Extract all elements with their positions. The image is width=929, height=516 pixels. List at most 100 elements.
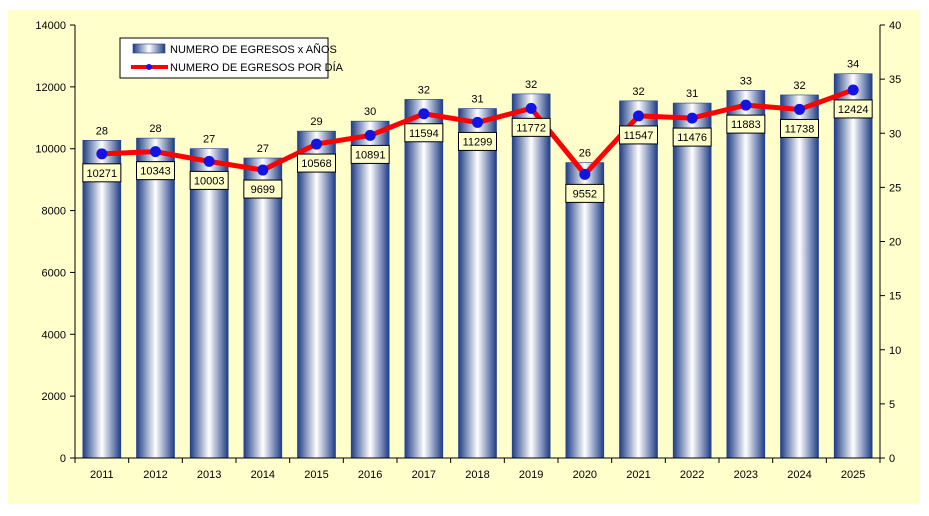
- bar-2017: [404, 99, 444, 459]
- y-right-tick-label: 5: [889, 399, 895, 411]
- bar-value-label-2018: 11299: [463, 136, 493, 148]
- line-marker-2011: [96, 148, 108, 160]
- bar-series: [82, 73, 873, 459]
- y-left-tick-label: 0: [60, 453, 66, 465]
- bar-value-box-2025: [833, 99, 873, 119]
- line-marker-2014: [257, 164, 269, 176]
- bar-value-box-2012: [136, 161, 175, 181]
- bar-2018: [458, 108, 497, 459]
- bar-2023: [726, 90, 766, 459]
- bar-2025: [833, 73, 873, 459]
- line-value-label-2015: 29: [310, 116, 322, 128]
- x-tick-label-2017: 2017: [412, 469, 436, 481]
- x-tick-label-2019: 2019: [519, 469, 543, 481]
- bar-value-box-2016: [350, 144, 390, 164]
- bar-2013: [189, 148, 229, 459]
- x-tick-label-2020: 2020: [573, 469, 597, 481]
- line-value-label-2013: 27: [203, 134, 215, 146]
- line-value-label-2022: 31: [686, 88, 698, 100]
- line-value-label-2025: 34: [847, 59, 859, 71]
- line-marker-2022: [686, 112, 698, 124]
- x-tick-label-2024: 2024: [787, 469, 811, 481]
- x-tick-label-2021: 2021: [626, 469, 650, 481]
- y-left-tick-label: 10000: [35, 144, 66, 156]
- y-left-tick-label: 2000: [42, 391, 66, 403]
- line-marker-2024: [794, 103, 805, 115]
- y-right-tick-label: 40: [889, 20, 901, 32]
- x-tick-label-2015: 2015: [304, 469, 328, 481]
- y-right-tick-label: 30: [889, 128, 901, 140]
- y-left-tick-label: 6000: [42, 267, 66, 279]
- bar-value-box-2013: [189, 170, 229, 190]
- bar-2020: [565, 162, 605, 459]
- x-tick-label-2014: 2014: [251, 469, 275, 481]
- bar-value-label-2019: 11772: [516, 122, 546, 134]
- bar-2021: [619, 100, 658, 459]
- line-value-label-2011: 28: [96, 125, 108, 137]
- line-marker-2018: [472, 116, 483, 128]
- line-marker-2023: [740, 99, 752, 111]
- legend-line-label: NUMERO DE EGRESOS POR DÍA: [170, 61, 344, 74]
- y-right-tick-label: 15: [889, 291, 901, 303]
- x-tick-label-2025: 2025: [841, 469, 865, 481]
- bar-value-label-2012: 10343: [140, 166, 171, 178]
- bar-value-box-2020: [565, 183, 605, 203]
- legend-line-marker: [146, 64, 152, 70]
- bar-2014: [243, 157, 283, 459]
- line-marker-2013: [203, 155, 215, 167]
- bar-value-label-2017: 11594: [409, 128, 439, 140]
- bar-value-box-2015: [297, 153, 336, 173]
- bar-value-box-2011: [82, 163, 122, 183]
- bar-2019: [511, 93, 551, 459]
- line-value-label-2021: 32: [632, 86, 644, 98]
- x-tick-label-2022: 2022: [680, 469, 704, 481]
- bar-value-label-2016: 10891: [355, 149, 386, 161]
- y-right-tick-label: 35: [889, 74, 901, 86]
- data-labels: 28 10271 28 10343 27 10003 27 9699 29 10568 30 1089…: [82, 59, 873, 203]
- axes: 0 2000 4000 6000 8000 10000 12000 14000 0 5 10 15 20…: [35, 20, 901, 481]
- line-value-label-2019: 32: [525, 79, 537, 91]
- bar-2011: [82, 140, 122, 459]
- bar-2015: [297, 130, 336, 459]
- y-left-tick-label: 4000: [42, 329, 66, 341]
- legend-bar-label: NUMERO DE EGRESOS x AÑOS: [170, 43, 337, 56]
- bar-value-label-2023: 11883: [731, 119, 761, 131]
- line-value-label-2020: 26: [579, 148, 591, 160]
- bar-value-label-2013: 10003: [194, 175, 225, 187]
- line-value-label-2016: 30: [364, 106, 376, 118]
- line-marker-2020: [579, 168, 591, 180]
- x-tick-label-2013: 2013: [197, 469, 221, 481]
- bar-value-label-2024: 11738: [785, 123, 815, 135]
- bar-value-label-2011: 10271: [87, 168, 118, 180]
- bar-value-box-2019: [511, 117, 551, 137]
- bar-value-box-2023: [726, 114, 766, 134]
- y-left-tick-label: 8000: [42, 206, 66, 218]
- y-right-tick-label: 10: [889, 345, 901, 357]
- y-left-tick-label: 14000: [35, 20, 66, 32]
- bar-2024: [780, 94, 819, 459]
- y-left-tick-label: 12000: [35, 82, 66, 94]
- line-marker-2025: [847, 84, 859, 96]
- line-value-label-2018: 31: [471, 94, 483, 106]
- line-marker-2015: [311, 138, 322, 150]
- bar-value-label-2022: 11476: [677, 132, 707, 144]
- bar-value-label-2021: 11547: [624, 130, 654, 142]
- bar-value-label-2014: 9699: [251, 184, 275, 196]
- line-marker-2016: [364, 129, 376, 141]
- bar-value-box-2014: [243, 179, 283, 199]
- y-right-tick-label: 0: [889, 453, 895, 465]
- y-right-tick-label: 20: [889, 237, 901, 249]
- line-marker-2019: [525, 102, 537, 114]
- x-tick-label-2011: 2011: [90, 469, 114, 481]
- bar-2012: [136, 137, 175, 459]
- line-value-label-2023: 33: [740, 75, 752, 87]
- line-marker-2017: [418, 108, 430, 120]
- bar-value-box-2024: [780, 118, 819, 138]
- line-value-label-2017: 32: [418, 84, 430, 96]
- bar-value-label-2025: 12424: [838, 104, 869, 116]
- x-tick-label-2016: 2016: [358, 469, 382, 481]
- x-tick-label-2023: 2023: [734, 469, 758, 481]
- line-value-label-2012: 28: [149, 123, 161, 135]
